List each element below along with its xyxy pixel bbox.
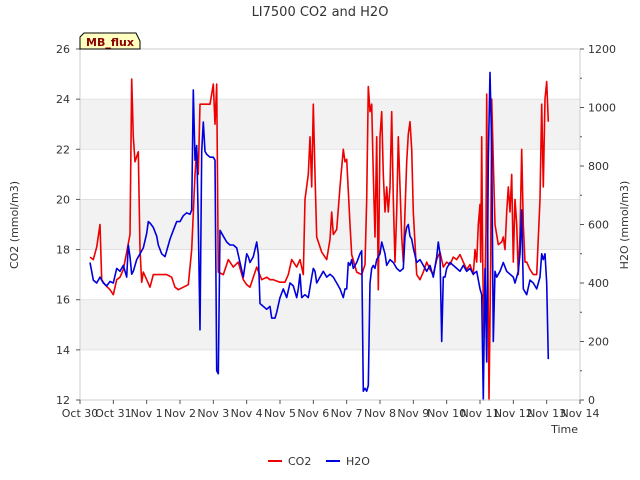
legend-label-h2o: H2O [346,455,370,468]
x-tick-label: Nov 2 [164,407,196,420]
x-tick-label: Nov 10 [427,407,466,420]
y-tick-label-left: 22 [56,143,70,156]
site-label: MB_flux [86,36,134,49]
site-label-box: MB_flux [79,32,141,50]
background-bands [80,99,580,350]
x-tick-label: Nov 7 [331,407,363,420]
background-band [80,99,580,150]
y-tick-label-right: 600 [588,219,609,232]
background-band [80,299,580,350]
y-tick-label-right: 200 [588,336,609,349]
y-tick-label-right: 1200 [588,43,616,56]
x-tick-label: Nov 8 [364,407,396,420]
y-axis-right: 0 200 400 600 800 1000 1200 [580,43,616,407]
x-tick-label: Oct 30 [62,407,99,420]
y-axis-left: 12 14 16 18 20 22 24 26 [56,43,80,407]
x-tick-label: Nov 5 [264,407,296,420]
series-layer [89,71,550,401]
x-tick-label: Nov 3 [197,407,229,420]
legend: CO2 H2O [268,455,370,468]
x-tick-label: Nov 1 [131,407,163,420]
y-axis-label-left: CO2 (mmol/m3) [8,181,21,269]
x-tick-label: Nov 4 [231,407,263,420]
y-tick-label-left: 18 [56,244,70,257]
x-tick-label: Nov 9 [397,407,429,420]
legend-label-co2: CO2 [288,455,311,468]
plot-area [79,48,581,401]
y-tick-label-right: 0 [588,394,595,407]
y-tick-label-left: 16 [56,294,70,307]
y-tick-label-right: 800 [588,160,609,173]
y-tick-label-left: 14 [56,344,70,357]
y-tick-label-left: 20 [56,193,70,206]
x-tick-label: Nov 11 [461,407,500,420]
x-tick-label: Nov 14 [561,407,600,420]
y-tick-label-right: 400 [588,277,609,290]
y-tick-label-right: 1000 [588,102,616,115]
x-tick-label: Nov 6 [297,407,329,420]
y-tick-label-left: 12 [56,394,70,407]
chart-title: LI7500 CO2 and H2O [252,5,389,20]
x-tick-label: Nov 13 [527,407,566,420]
site-label-background [79,32,141,50]
y-tick-label-left: 24 [56,93,70,106]
x-tick-label: Nov 12 [494,407,533,420]
series-line-h2o [89,71,550,401]
y-axis-label-right: H2O (mmol/m3) [618,181,631,270]
y-tick-label-left: 26 [56,43,70,56]
x-axis-label: Time [550,423,578,436]
x-tick-label: Oct 31 [95,407,132,420]
